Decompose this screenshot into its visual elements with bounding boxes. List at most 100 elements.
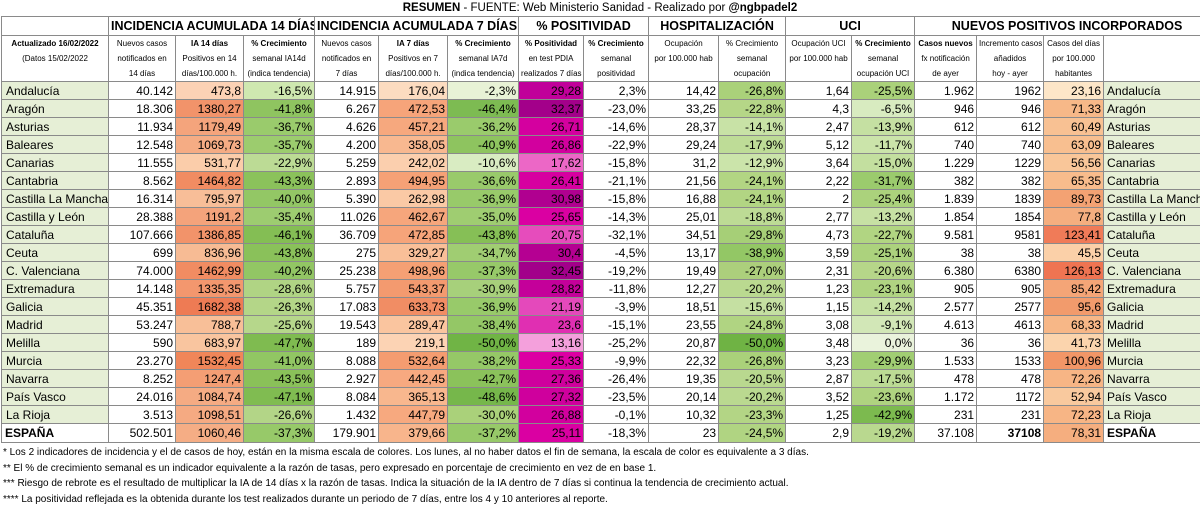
data-cell: 4613: [977, 316, 1044, 334]
data-cell: 946: [977, 100, 1044, 118]
data-cell: 2,31: [786, 262, 852, 280]
subheader-cell: 7 días: [315, 66, 379, 82]
footnote: ** El % de crecimiento semanal es un ind…: [3, 461, 1200, 477]
group-header-uci: UCI: [786, 17, 915, 36]
data-cell: 24.016: [109, 388, 176, 406]
region-name: Extremadura: [2, 280, 109, 298]
data-cell: 30,4: [519, 244, 584, 262]
data-cell: -30,0%: [448, 406, 519, 424]
data-cell: 25,01: [649, 208, 719, 226]
data-cell: 33,25: [649, 100, 719, 118]
data-cell: 41,73: [1044, 334, 1104, 352]
data-cell: -15,8%: [584, 154, 649, 172]
data-cell: -26,8%: [719, 352, 786, 370]
data-cell: -14,3%: [584, 208, 649, 226]
data-cell: -22,7%: [852, 226, 915, 244]
data-cell: 4.626: [315, 118, 379, 136]
data-cell: 14,42: [649, 82, 719, 100]
data-cell: 12.548: [109, 136, 176, 154]
subheader-cell: IA 14 días: [176, 36, 244, 52]
data-cell: 27,36: [519, 370, 584, 388]
data-cell: -31,7%: [852, 172, 915, 190]
data-cell: -48,6%: [448, 388, 519, 406]
data-cell: -26,4%: [584, 370, 649, 388]
data-cell: -35,7%: [244, 136, 315, 154]
subheader-cell: notificados en: [315, 51, 379, 66]
total-name: ESPAÑA: [2, 424, 109, 443]
data-cell: -43,8%: [448, 226, 519, 244]
subheader-cell: Positivos en 14: [176, 51, 244, 66]
data-cell: 2,77: [786, 208, 852, 226]
data-cell: 29,24: [649, 136, 719, 154]
data-cell: 10,32: [649, 406, 719, 424]
footnote: * Los 2 indicadores de incidencia y el d…: [3, 445, 1200, 461]
data-cell: 63,09: [1044, 136, 1104, 154]
data-cell: 60,49: [1044, 118, 1104, 136]
data-cell: 27,32: [519, 388, 584, 406]
data-cell: 1386,85: [176, 226, 244, 244]
data-cell: 1335,35: [176, 280, 244, 298]
data-cell: 4,3: [786, 100, 852, 118]
data-cell: 2.893: [315, 172, 379, 190]
region-name: Asturias: [2, 118, 109, 136]
data-cell: 23,6: [519, 316, 584, 334]
region-name-right: Canarias: [1104, 154, 1200, 172]
subheader-cell: Casos del días: [1044, 36, 1104, 52]
data-cell: -15,1%: [584, 316, 649, 334]
data-cell: 29,28: [519, 82, 584, 100]
subheader-cell: Nuevos casos: [315, 36, 379, 52]
subheader-cell: Nuevos casos: [109, 36, 176, 52]
data-cell: 17,62: [519, 154, 584, 172]
data-cell: 1098,51: [176, 406, 244, 424]
data-cell: 8.084: [315, 388, 379, 406]
data-cell: 21,19: [519, 298, 584, 316]
data-cell: 2,87: [786, 370, 852, 388]
subheader-cell: semanal: [584, 51, 649, 66]
data-cell: -38,4%: [448, 316, 519, 334]
data-cell: 72,26: [1044, 370, 1104, 388]
data-cell: 905: [977, 280, 1044, 298]
region-name-right: Cataluña: [1104, 226, 1200, 244]
region-name: Murcia: [2, 352, 109, 370]
data-cell: 126,13: [1044, 262, 1104, 280]
region-name-right: Galicia: [1104, 298, 1200, 316]
data-cell: 612: [977, 118, 1044, 136]
data-cell: -26,3%: [244, 298, 315, 316]
data-cell: 85,42: [1044, 280, 1104, 298]
data-cell: 1179,49: [176, 118, 244, 136]
data-cell: 189: [315, 334, 379, 352]
data-cell: -29,9%: [852, 352, 915, 370]
data-cell: 12,27: [649, 280, 719, 298]
data-cell: 5.757: [315, 280, 379, 298]
data-cell: -40,0%: [244, 190, 315, 208]
data-cell: 447,79: [379, 406, 448, 424]
data-cell: 8.562: [109, 172, 176, 190]
data-cell: 2: [786, 190, 852, 208]
group-header-ia14: INCIDENCIA ACUMULADA 14 DÍAS: [109, 17, 315, 36]
data-cell: 699: [109, 244, 176, 262]
data-cell: -20,2%: [719, 388, 786, 406]
data-cell: 1462,99: [176, 262, 244, 280]
data-cell: 358,05: [379, 136, 448, 154]
data-cell: 472,85: [379, 226, 448, 244]
data-cell: 176,04: [379, 82, 448, 100]
data-cell: -50,0%: [719, 334, 786, 352]
footnote: *** Riesgo de rebrote es el resultado de…: [3, 476, 1200, 492]
data-cell: -18,8%: [719, 208, 786, 226]
subheader-cell: Ocupación: [649, 36, 719, 52]
data-cell: 16.314: [109, 190, 176, 208]
data-cell: 1839: [977, 190, 1044, 208]
total-cell: 179.901: [315, 424, 379, 443]
region-name-right: Navarra: [1104, 370, 1200, 388]
data-cell: -26,6%: [244, 406, 315, 424]
region-name: La Rioja: [2, 406, 109, 424]
subheader-cell: por 100.000 hab: [649, 51, 719, 66]
data-cell: 289,47: [379, 316, 448, 334]
